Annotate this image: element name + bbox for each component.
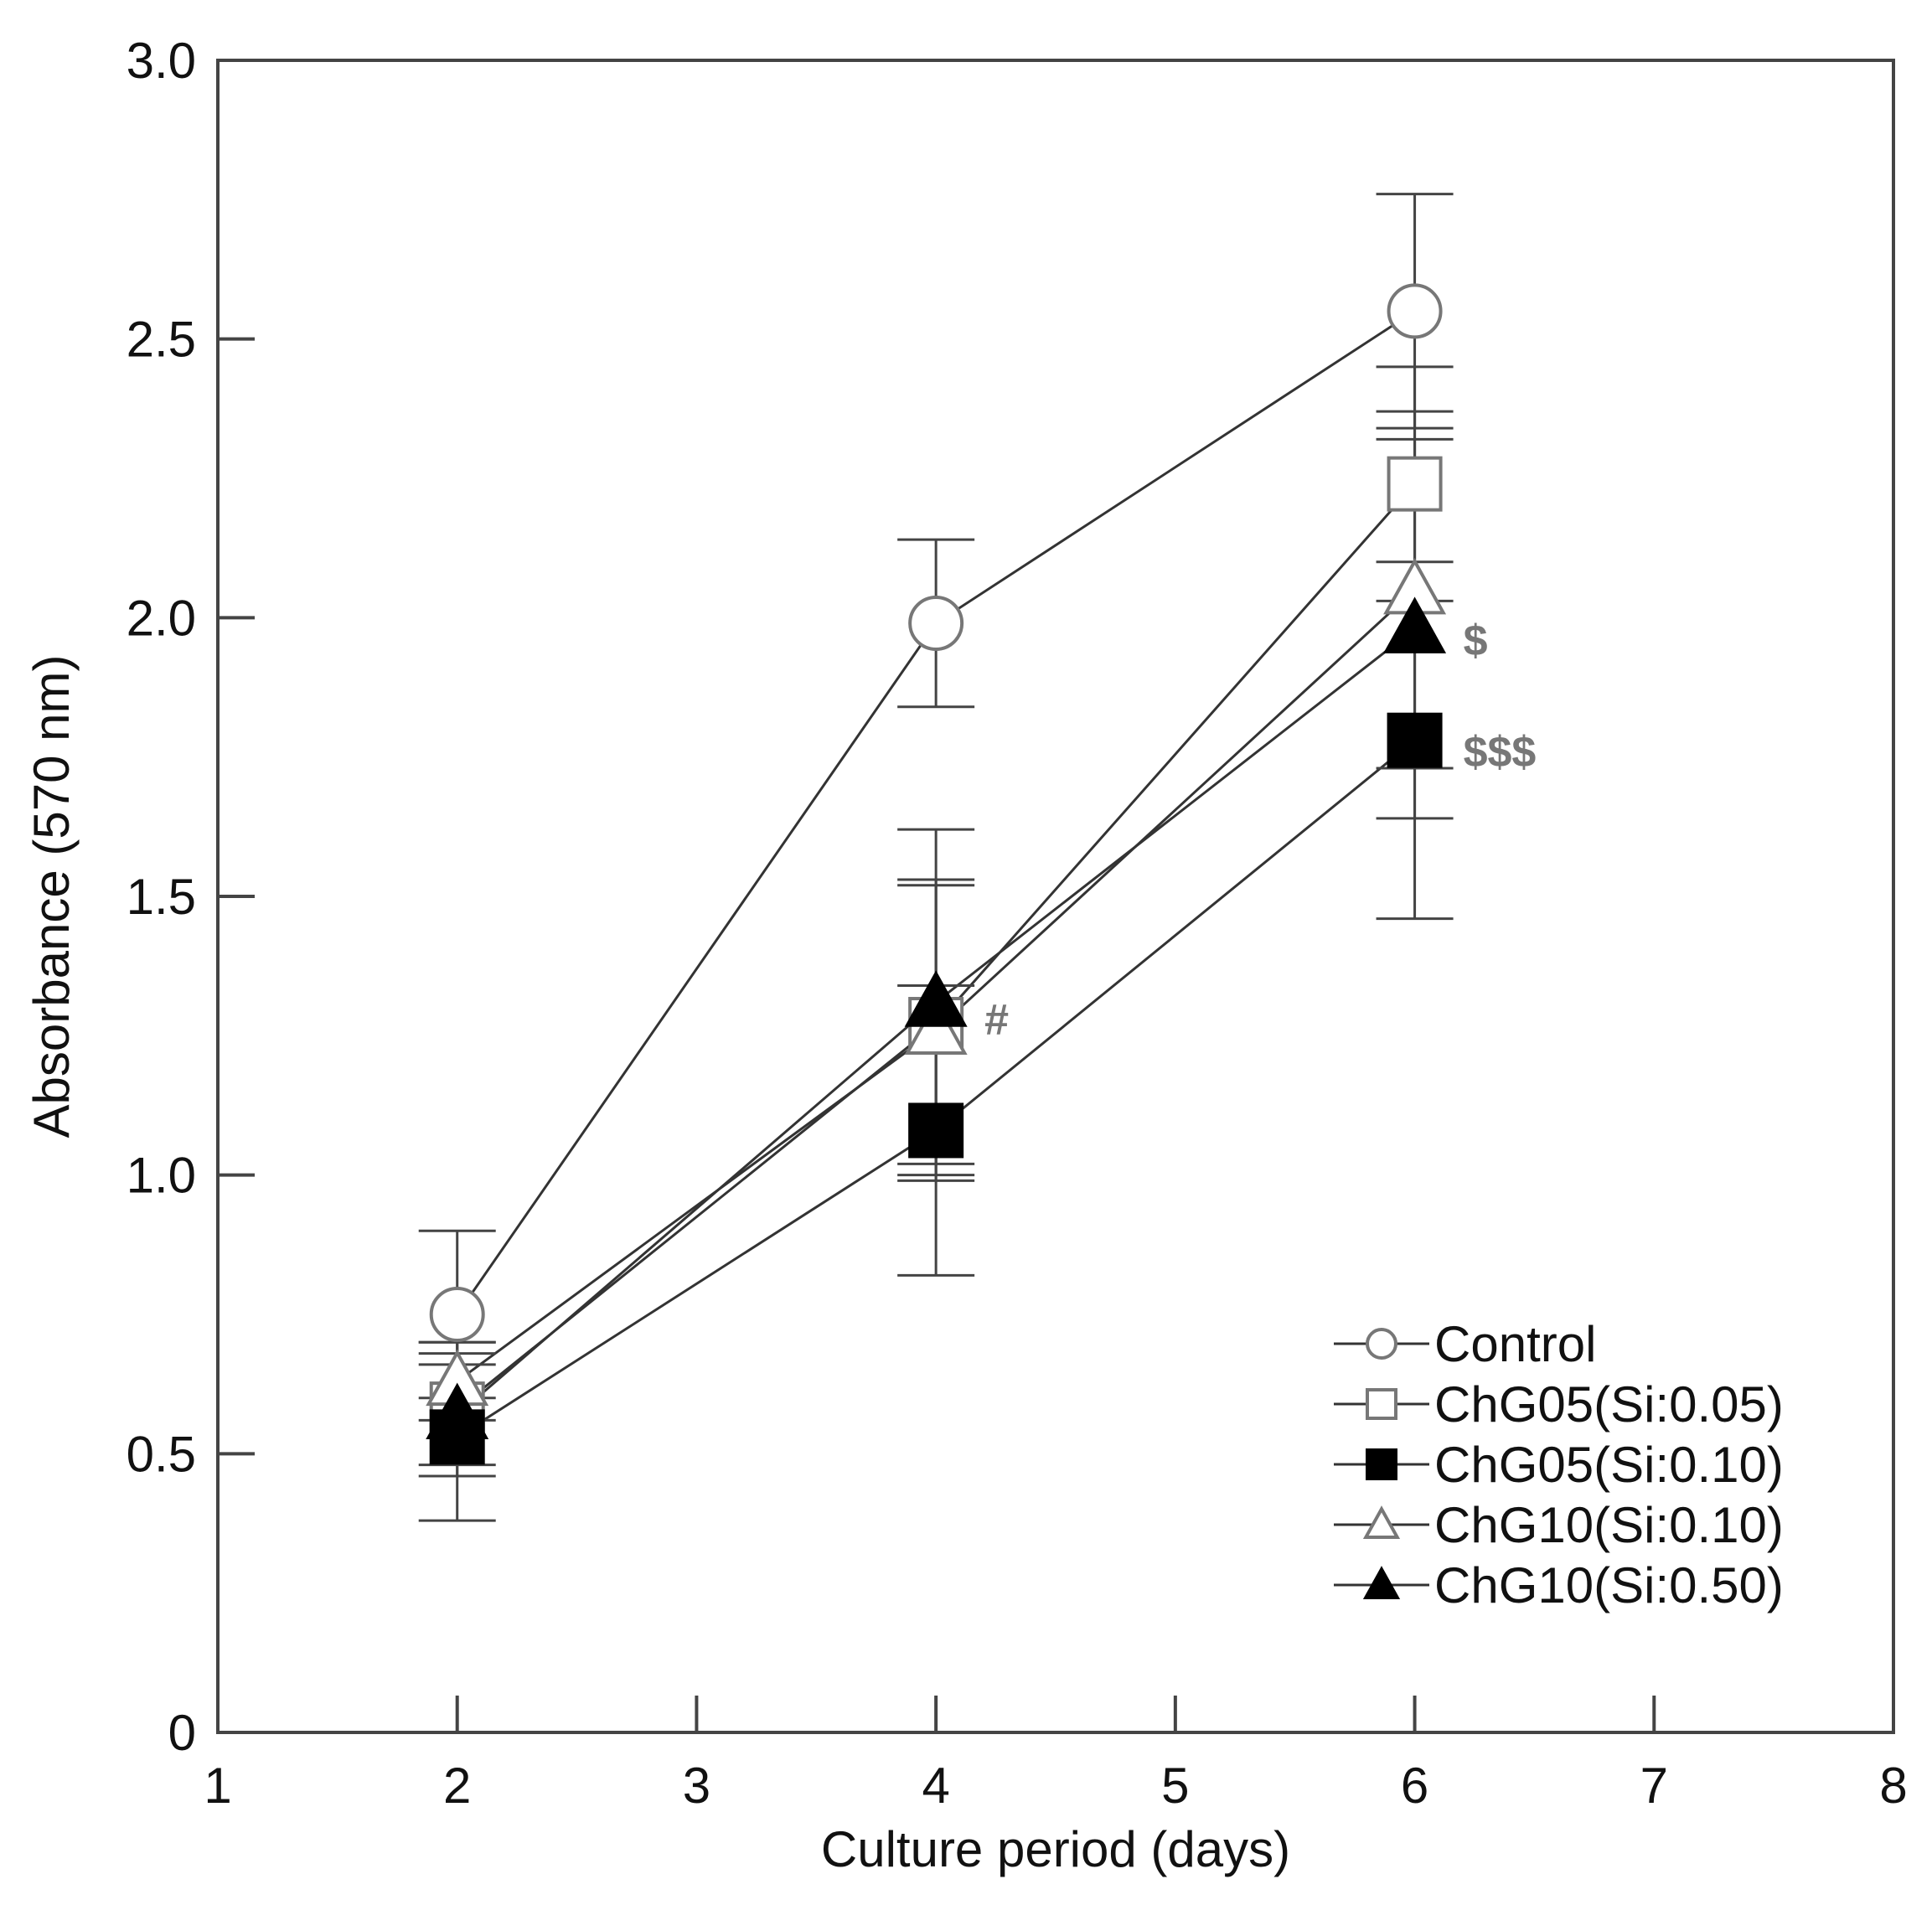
- data-markers: [426, 283, 1447, 1465]
- data-point: [904, 970, 968, 1027]
- x-axis-ticks: 1 2 3 4 5 6 7 8: [204, 1696, 1908, 1814]
- y-axis-ticks: 0 0.5 1.0 1.5 2.0 2.5 3.0: [127, 33, 255, 1761]
- y-tick-label: 0.5: [127, 1426, 196, 1482]
- legend-label: ChG05(Si:0.10): [1434, 1437, 1784, 1493]
- legend-marker: [1362, 1505, 1401, 1539]
- x-tick-label: 4: [922, 1758, 949, 1814]
- legend-marker: [1362, 1566, 1401, 1599]
- data-point: [426, 1382, 489, 1440]
- x-tick-label: 8: [1879, 1758, 1907, 1814]
- annotation-label: $$$: [1464, 728, 1537, 777]
- legend-label: Control: [1434, 1316, 1596, 1372]
- legend-label: ChG10(Si:0.10): [1434, 1497, 1784, 1553]
- y-axis-label: Absorbance (570 nm): [23, 655, 80, 1138]
- data-point: [1387, 456, 1443, 512]
- x-tick-label: 1: [204, 1758, 231, 1814]
- legend: ControlChG05(Si:0.05)ChG05(Si:0.10)ChG10…: [1334, 1316, 1784, 1613]
- data-point: [429, 1287, 485, 1342]
- x-axis-label: Culture period (days): [821, 1821, 1290, 1877]
- data-point: [904, 998, 968, 1055]
- y-tick-label: 0: [168, 1705, 196, 1761]
- y-tick-label: 2.5: [127, 312, 196, 368]
- x-tick-label: 6: [1401, 1758, 1428, 1814]
- data-point: [908, 595, 964, 651]
- y-tick-label: 1.0: [127, 1148, 196, 1204]
- data-point: [1387, 712, 1443, 768]
- y-tick-label: 1.5: [127, 869, 196, 925]
- legend-label: ChG05(Si:0.05): [1434, 1376, 1784, 1433]
- annotation-label: #: [984, 995, 1009, 1044]
- data-point: [908, 1102, 964, 1159]
- data-point: [1383, 596, 1447, 653]
- annotation-label: $: [1464, 617, 1488, 665]
- legend-marker: [1366, 1328, 1397, 1360]
- y-tick-label: 2.0: [127, 590, 196, 646]
- y-tick-label: 3.0: [127, 33, 196, 89]
- error-bars: [418, 193, 1454, 1522]
- x-tick-label: 2: [443, 1758, 471, 1814]
- data-point: [1387, 283, 1443, 339]
- legend-label: ChG10(Si:0.50): [1434, 1557, 1784, 1613]
- annotations: #$$$$: [984, 617, 1536, 1044]
- x-tick-label: 5: [1161, 1758, 1189, 1814]
- legend-marker: [1366, 1448, 1397, 1480]
- x-tick-label: 3: [683, 1758, 710, 1814]
- x-tick-label: 7: [1640, 1758, 1668, 1814]
- legend-marker: [1366, 1388, 1397, 1420]
